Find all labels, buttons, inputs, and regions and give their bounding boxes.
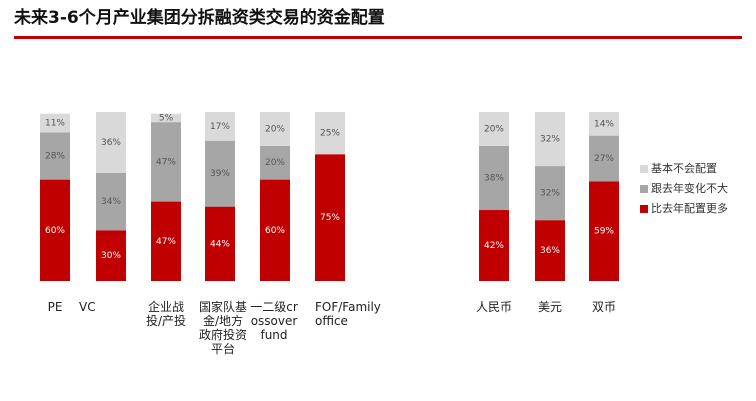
bar-segment (260, 145, 290, 180)
data-label: 11% (45, 118, 65, 128)
bar-segment (589, 181, 619, 281)
x-tick-label: FOF/Family office (315, 300, 381, 328)
data-label: 14% (594, 119, 614, 129)
data-label: 32% (540, 135, 560, 145)
title-rule (14, 36, 742, 39)
data-label: 34% (101, 197, 121, 207)
legend-label: 比去年配置更多 (651, 201, 728, 215)
data-label: 36% (101, 138, 121, 148)
bar-segment (205, 112, 235, 141)
data-label: 47% (156, 237, 176, 247)
data-label: 47% (156, 157, 176, 167)
data-label: 20% (265, 124, 285, 134)
x-tick-label: VC (79, 300, 96, 314)
data-label: 75% (320, 213, 340, 223)
bar-segment (535, 166, 565, 221)
data-label: 36% (540, 246, 560, 256)
bar-segment (535, 112, 565, 167)
bar-segment (96, 112, 126, 173)
legend-swatch (640, 205, 648, 213)
bar-segment (40, 132, 70, 180)
data-label: 20% (265, 158, 285, 168)
x-tick-label: 国家队基金/地方政府投资平台 (198, 300, 247, 356)
data-label: 39% (210, 169, 230, 179)
bar-segment (315, 154, 345, 281)
x-tick-label: 美元 (537, 300, 562, 314)
bar-segment (40, 113, 70, 133)
bar-segment (479, 112, 509, 146)
data-label: 32% (540, 189, 560, 199)
bar-segment (315, 112, 345, 155)
bar-segment (589, 135, 619, 182)
bar-segment (589, 112, 619, 136)
data-label: 59% (594, 227, 614, 237)
bar-segment (205, 140, 235, 207)
x-tick-label: PE (47, 300, 63, 314)
x-tick-label: 双币 (591, 300, 616, 314)
bar-segment (260, 179, 290, 281)
data-label: 5% (159, 113, 174, 123)
bar-segment (479, 145, 509, 211)
data-label: 28% (45, 151, 65, 161)
data-label: 27% (594, 154, 614, 164)
data-label: 60% (265, 226, 285, 236)
x-tick-label: 人民币 (475, 300, 512, 314)
legend-label: 基本不会配置 (651, 161, 717, 175)
data-label: 44% (210, 239, 230, 249)
bar-segment (96, 172, 126, 231)
bar-segment (40, 179, 70, 281)
data-label: 60% (45, 226, 65, 236)
data-label: 42% (484, 241, 504, 251)
bar-segment (151, 113, 181, 123)
data-label: 38% (484, 173, 504, 183)
legend-swatch (640, 185, 648, 193)
bar-segment (151, 201, 181, 281)
bar-segment (205, 206, 235, 281)
bar-segment (96, 230, 126, 281)
x-tick-label: 一二级crossover fund (250, 300, 298, 342)
x-tick-label: 企业战投/产投 (145, 300, 187, 328)
bar-segment (260, 112, 290, 146)
data-label: 17% (210, 122, 230, 132)
chart-title: 未来3-6个月产业集团分拆融资类交易的资金配置 (13, 7, 385, 28)
data-label: 20% (484, 124, 504, 134)
legend-swatch (640, 165, 648, 173)
bar-segment (479, 210, 509, 281)
legend-label: 跟去年变化不大 (651, 181, 728, 195)
data-label: 30% (101, 251, 121, 261)
bar-segment (535, 220, 565, 281)
data-label: 25% (320, 129, 340, 139)
bar-segment (151, 122, 181, 202)
